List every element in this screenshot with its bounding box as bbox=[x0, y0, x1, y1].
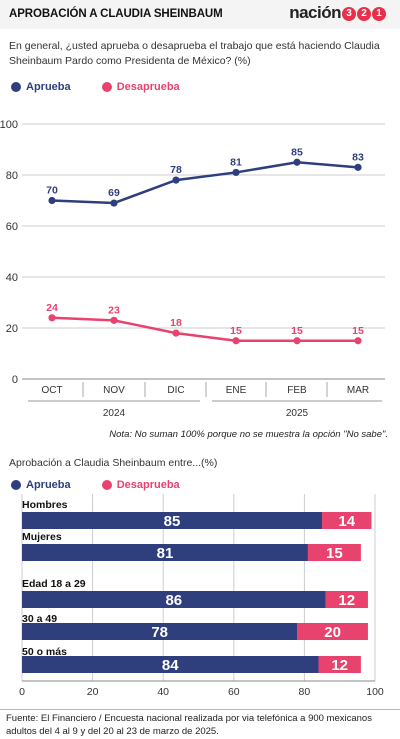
x-tick-label: 100 bbox=[366, 686, 384, 698]
data-label: 18 bbox=[170, 317, 182, 329]
data-label: 69 bbox=[108, 187, 120, 199]
data-point bbox=[110, 199, 118, 207]
bar-segment bbox=[22, 656, 319, 673]
approve-dot-icon bbox=[11, 82, 21, 92]
data-label: 83 bbox=[352, 151, 364, 163]
data-point bbox=[232, 337, 240, 345]
footer-divider bbox=[0, 709, 400, 710]
x-tick-label: 60 bbox=[228, 686, 240, 698]
approve-dot-icon bbox=[11, 480, 21, 490]
category-label: Edad 18 a 29 bbox=[22, 578, 86, 590]
data-label: 15 bbox=[230, 325, 242, 337]
bar-value-label: 14 bbox=[338, 513, 355, 530]
year-label: 2025 bbox=[286, 408, 309, 419]
data-point bbox=[354, 337, 362, 345]
year-label: 2024 bbox=[103, 408, 126, 419]
legend-item-disapprove-2: Desaprueba bbox=[101, 479, 180, 491]
data-point bbox=[48, 196, 56, 205]
data-point bbox=[110, 316, 118, 324]
y-tick-label: 60 bbox=[6, 221, 18, 233]
y-tick-label: 100 bbox=[0, 119, 18, 131]
header-bar: APROBACIÓN A CLAUDIA SHEINBAUM nación 3 2 1 bbox=[0, 0, 400, 29]
bar-value-label: 84 bbox=[162, 657, 179, 674]
series-line bbox=[51, 160, 359, 205]
disapprove-dot-icon bbox=[101, 82, 112, 92]
data-label: 78 bbox=[170, 164, 182, 176]
bar-value-label: 15 bbox=[326, 545, 343, 562]
line-chart: 0 20 40 60 80 100 OCT NOV DIC ENE FEB MAR 2024 2025 70… bbox=[0, 119, 385, 419]
data-point bbox=[293, 337, 301, 345]
bar-segment bbox=[22, 512, 323, 529]
disapprove-dot-icon bbox=[101, 480, 112, 490]
data-label: 70 bbox=[46, 185, 58, 197]
x-tick-label: MAR bbox=[347, 385, 369, 396]
category-label: 30 a 49 bbox=[22, 613, 57, 625]
bar-value-label: 20 bbox=[324, 624, 341, 641]
logo-text: nación bbox=[289, 3, 341, 22]
y-tick-label: 20 bbox=[6, 323, 18, 335]
x-tick-label: 0 bbox=[19, 686, 25, 698]
logo-digit-1: 3 bbox=[342, 7, 356, 21]
legend-item-approve: Aprueba bbox=[11, 81, 71, 93]
survey-question: En general, ¿usted aprueba o desaprueba … bbox=[9, 40, 380, 67]
x-tick-label: 40 bbox=[157, 686, 169, 698]
bar-segment bbox=[22, 623, 298, 640]
category-label: 50 o más bbox=[22, 646, 67, 658]
bar-segment bbox=[297, 623, 368, 640]
legend-item-disapprove: Desaprueba bbox=[101, 81, 180, 93]
series-line bbox=[51, 316, 358, 342]
bar-value-label: 78 bbox=[151, 624, 168, 641]
category-label: Mujeres bbox=[22, 531, 62, 543]
data-point bbox=[232, 168, 240, 177]
x-tick-label: ENE bbox=[226, 385, 247, 396]
chart-note: Nota: No suman 100% porque no se muestra… bbox=[109, 429, 388, 440]
logo-digit-2: 2 bbox=[357, 7, 371, 21]
bar-segment bbox=[22, 591, 326, 608]
data-label: 15 bbox=[291, 325, 303, 337]
y-tick-label: 80 bbox=[6, 170, 18, 182]
legend-label-approve: Aprueba bbox=[26, 81, 71, 93]
bar-segment bbox=[325, 591, 368, 608]
bar-value-label: 81 bbox=[157, 545, 174, 562]
category-label: Hombres bbox=[22, 499, 68, 511]
y-tick-label: 40 bbox=[6, 272, 18, 284]
data-point bbox=[354, 163, 362, 171]
brand-logo: nación 3 2 1 bbox=[289, 3, 386, 23]
bar-chart-subtitle: Aprobación a Claudia Sheinbaum entre...(… bbox=[9, 457, 218, 469]
page-title: APROBACIÓN A CLAUDIA SHEINBAUM bbox=[9, 8, 223, 20]
data-point bbox=[172, 176, 180, 184]
data-label: 81 bbox=[230, 156, 242, 168]
bar-segment bbox=[22, 544, 308, 561]
logo-digit-3: 1 bbox=[372, 7, 386, 21]
x-tick-label: NOV bbox=[103, 385, 125, 396]
x-tick-label: DIC bbox=[167, 385, 184, 396]
bar-value-label: 85 bbox=[164, 513, 181, 530]
bar-segment bbox=[318, 656, 361, 673]
data-point bbox=[172, 329, 180, 337]
x-tick-label: 80 bbox=[299, 686, 311, 698]
source-note: Fuente: El Financiero / Encuesta naciona… bbox=[6, 713, 372, 737]
data-label: 23 bbox=[108, 304, 120, 316]
legend-label-disapprove-2: Desaprueba bbox=[116, 479, 180, 491]
data-label: 15 bbox=[352, 325, 364, 337]
x-tick-label: FEB bbox=[287, 385, 307, 396]
x-tick-label: 20 bbox=[87, 686, 99, 698]
data-point bbox=[48, 314, 56, 322]
bar-chart: 0 20 40 60 80 100 Hombres 85 14 Mujeres 81 15 Edad 1… bbox=[19, 494, 384, 698]
bar-value-label: 12 bbox=[331, 657, 348, 674]
data-point bbox=[293, 158, 301, 166]
bar-value-label: 86 bbox=[165, 592, 182, 609]
bar-value-label: 12 bbox=[338, 592, 355, 609]
data-label: 24 bbox=[46, 302, 58, 314]
y-tick-label: 0 bbox=[12, 374, 18, 386]
bar-segment bbox=[307, 544, 361, 561]
x-tick-label: OCT bbox=[41, 385, 62, 396]
data-label: 85 bbox=[291, 146, 303, 158]
bar-segment bbox=[322, 512, 372, 529]
legend-label-disapprove: Desaprueba bbox=[116, 81, 180, 93]
bar-chart-legend: Aprueba Desaprueba bbox=[11, 479, 208, 493]
line-chart-legend: Aprueba Desaprueba bbox=[11, 81, 208, 95]
legend-item-approve-2: Aprueba bbox=[11, 479, 71, 491]
legend-label-approve-2: Aprueba bbox=[26, 479, 71, 491]
